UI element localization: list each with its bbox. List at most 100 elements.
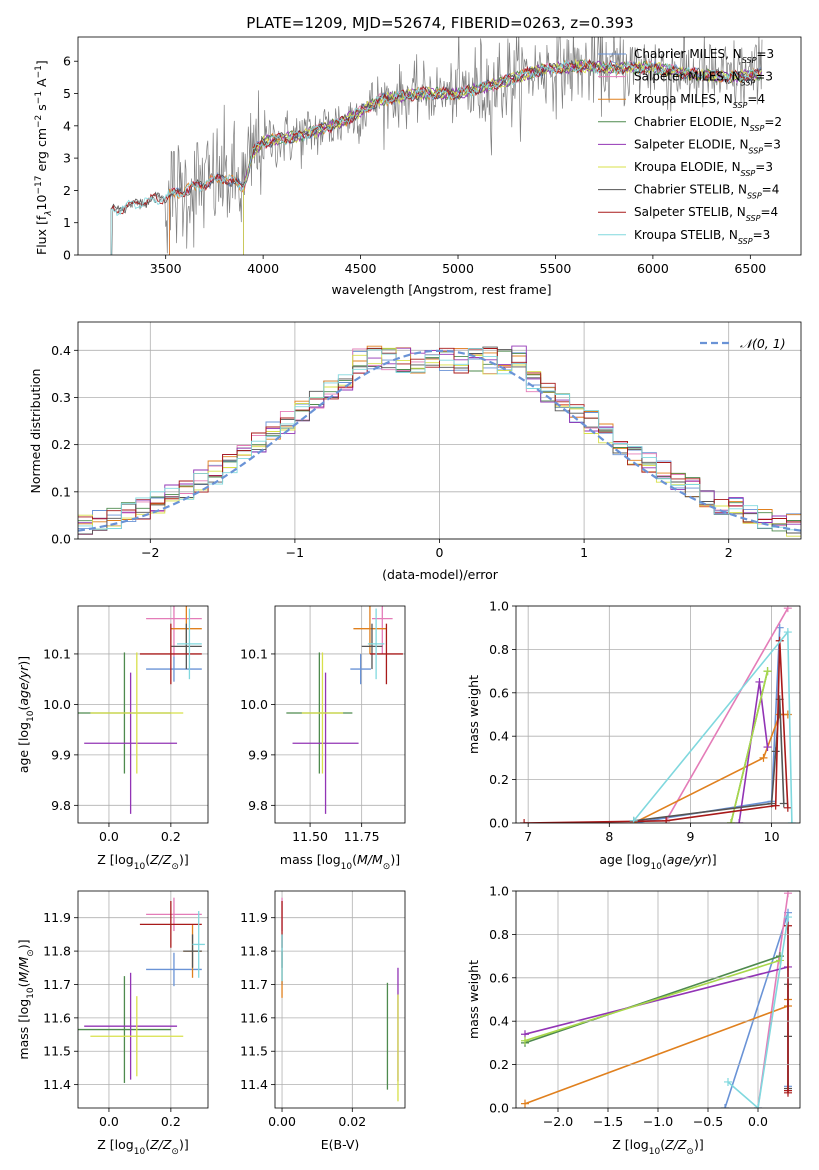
x-tick-label: 0.0: [748, 1114, 768, 1129]
x-tick-label: 5000: [442, 261, 474, 276]
y-tick-label: 4: [63, 118, 71, 133]
x-axis-label-part: )]: [179, 852, 189, 867]
x-axis-label-part: ⊙: [171, 1147, 179, 1157]
y-axis-label: mass weight: [466, 675, 481, 754]
model-spectrum-chabrier-elodie: [243, 59, 762, 255]
y-tick-label: 11.8: [240, 944, 268, 959]
y-axis-label-part: (: [16, 982, 31, 987]
x-axis-label-part: )]: [179, 1137, 189, 1152]
series-marker-chabrier-stelib: [771, 747, 780, 756]
y-axis-label-part: (: [16, 706, 31, 711]
x-tick-label: 6500: [734, 261, 766, 276]
series-marker-kroupa-elodie: [763, 667, 772, 676]
legend-nssp-sub: SSP: [747, 191, 762, 200]
y-tick-label: 11.4: [43, 1077, 71, 1092]
legend-entry-salpeter-stelib: Salpeter STELIB, NSSP=4: [634, 205, 778, 223]
series-line-salpeter-stelib: [524, 640, 789, 823]
x-axis-label: Z [log10(Z/Z⊙)]: [97, 1137, 188, 1157]
legend-entry-salpeter-elodie: Salpeter ELODIE, NSSP=3: [634, 137, 781, 155]
y-axis-label-part: −2: [34, 115, 44, 128]
y-tick-label: 0.1: [51, 484, 71, 499]
x-axis-label-part: (: [145, 852, 150, 867]
series-line-kroupa-elodie: [524, 959, 781, 1042]
plot-area: [110, 37, 763, 255]
axes-frame: [274, 605, 406, 824]
y-tick-label: 11.7: [240, 977, 268, 992]
y-tick-label: 10.1: [43, 646, 71, 661]
y-axis-label: mass weight: [466, 960, 481, 1039]
y-axis-label: Normed distribution: [28, 369, 43, 494]
x-axis-label-part: age/yr: [667, 852, 708, 867]
age-vs-mass-panel: 11.50 11.75 9.8 9.9 10.0 10.1 mass [log10(M/M⊙…: [240, 605, 406, 872]
series-marker-kroupa-stelib: [787, 819, 796, 823]
y-axis-label-part: )]: [16, 656, 31, 666]
x-tick-label: 0.00: [268, 1114, 296, 1129]
y-axis-label-part: mass [log: [16, 999, 31, 1060]
series-marker-kroupa-stelib: [754, 1104, 762, 1108]
y-tick-label: 11.9: [43, 910, 71, 925]
y-axis-label-part: age [log: [16, 722, 31, 773]
series-marker-salpeter-stelib: [520, 819, 529, 823]
x-tick-label: 0.0: [99, 1114, 119, 1129]
axes-frame: [77, 36, 802, 256]
x-tick-label: −0.5: [693, 1114, 723, 1129]
legend-name: Kroupa STELIB: [634, 228, 721, 242]
legend-nssp-sub: SSP: [742, 56, 757, 65]
x-tick-label: 10: [764, 829, 780, 844]
series-marker-salpeter-stelib: [662, 816, 671, 823]
plot-area: [520, 606, 796, 823]
axes-frame: [77, 605, 209, 824]
legend-name: Kroupa MILES: [634, 92, 716, 106]
axes-frame: [515, 605, 801, 824]
legend-entry-normal: 𝒩(0, 1): [740, 336, 786, 351]
axes-frame: [77, 321, 802, 540]
y-tick-label: 0: [63, 248, 71, 263]
y-tick-label: 0.4: [489, 1014, 509, 1029]
y-tick-label: 0.0: [51, 532, 71, 547]
y-axis-label-part: 10: [26, 987, 36, 999]
series-marker-salpeter-stelib: [784, 921, 792, 930]
y-tick-label: 0.4: [51, 343, 71, 358]
y-tick-label: 5: [63, 86, 71, 101]
y-axis-label: Flux [fλ10−17 erg cm−2 s−1 A−1]: [34, 60, 54, 255]
series-marker-chabrier-stelib: [779, 799, 788, 808]
histogram-kroupa-stelib: [78, 347, 801, 531]
y-tick-label: 11.6: [240, 1010, 268, 1025]
legend-nssp-sub: SSP: [746, 214, 761, 223]
legend-nssp-sub: SSP: [741, 169, 756, 178]
series-marker-salpeter-stelib: [771, 801, 780, 810]
legend-name: Salpeter STELIB: [634, 205, 729, 219]
y-tick-label: 11.8: [43, 944, 71, 959]
y-axis-label-part: −1: [34, 65, 44, 78]
x-axis-label-part: 10: [651, 862, 663, 872]
x-tick-label: 0.2: [161, 1114, 181, 1129]
x-tick-label: −2: [141, 545, 159, 560]
y-tick-label: 6: [63, 54, 71, 69]
x-axis-label-part: Z/Z: [149, 852, 172, 867]
x-axis-label: (data-model)/error: [382, 567, 499, 582]
y-tick-label: 9.8: [248, 798, 268, 813]
legend-entry-chabrier-stelib: Chabrier STELIB, NSSP=4: [634, 183, 779, 201]
axes-frame: [77, 890, 209, 1109]
legend-nssp-sub: SSP: [750, 123, 765, 132]
mass-vs-metallicity-panel: 0.0 0.211.411.511.611.711.811.9Z [log10(Z…: [16, 890, 209, 1157]
legend-nssp-value: 3: [765, 160, 773, 174]
residual-histogram-panel: −2 −1 0 1 2 0.0 0.1 0.2 0.3 0.4 𝒩(0, 1) (data-model…: [28, 321, 802, 582]
series-marker-kroupa-miles: [759, 753, 768, 762]
model-spectrum-kroupa-elodie: [243, 58, 762, 255]
legend-entry-kroupa-elodie: Kroupa ELODIE, NSSP=3: [634, 160, 773, 178]
legend-nssp: N: [739, 137, 748, 151]
x-axis-label-part: 10: [649, 1147, 661, 1157]
y-tick-label: 0.3: [51, 390, 71, 405]
series-marker-kroupa-stelib: [784, 913, 792, 922]
x-axis-label: age [log10(age/yr)]: [599, 852, 716, 872]
x-axis-label-part: )]: [694, 1137, 704, 1152]
legend-name: Salpeter MILES: [634, 70, 724, 84]
x-tick-label: 0.0: [99, 829, 119, 844]
y-tick-label: 0.0: [489, 1101, 509, 1116]
x-tick-label: −2.0: [543, 1114, 573, 1129]
x-axis-label-part: ⊙: [686, 1147, 694, 1157]
series-line-kroupa-stelib: [633, 629, 793, 823]
x-tick-label: 5500: [540, 261, 572, 276]
mass-vs-ebv-panel: 0.00 0.02 11.4 11.5 11.6 11.7 11.8 11.9 E(B-V): [240, 890, 406, 1152]
